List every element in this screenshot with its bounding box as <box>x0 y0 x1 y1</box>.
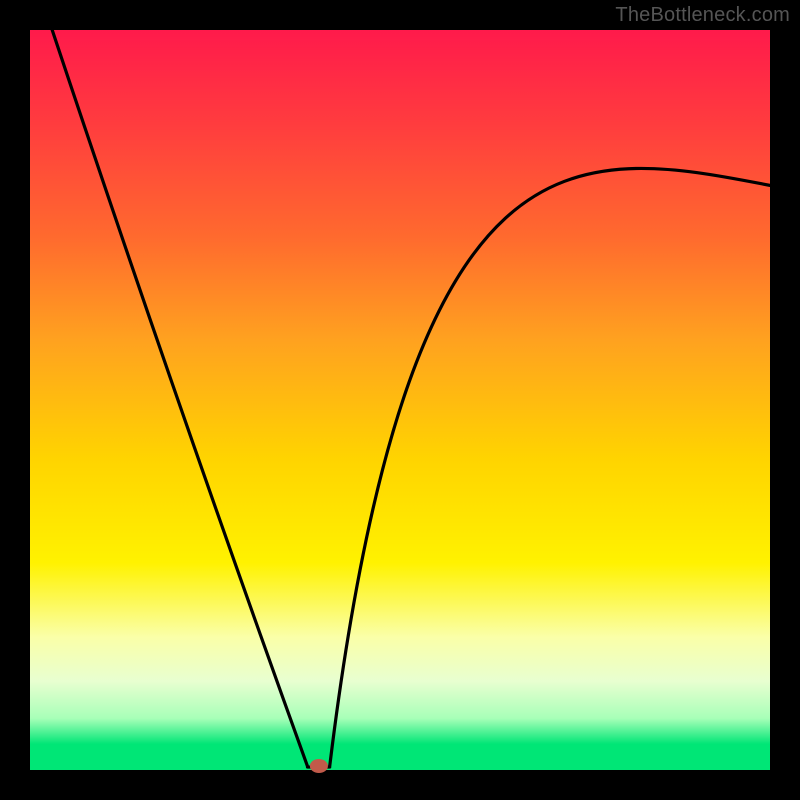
watermark-text: TheBottleneck.com <box>615 4 790 27</box>
plot-frame <box>30 30 770 770</box>
gradient-background <box>30 30 770 770</box>
optimal-point-marker <box>310 759 328 773</box>
